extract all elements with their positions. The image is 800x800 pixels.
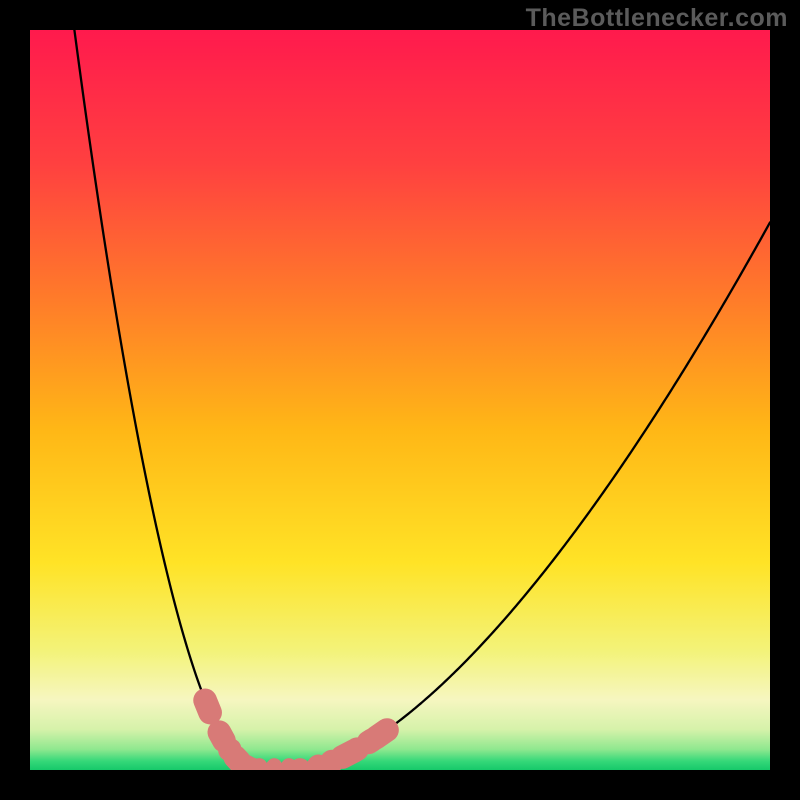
plot-area — [30, 30, 770, 770]
plot-background — [30, 30, 770, 770]
watermark-text: TheBottlenecker.com — [526, 4, 788, 33]
chart-svg — [30, 30, 770, 770]
